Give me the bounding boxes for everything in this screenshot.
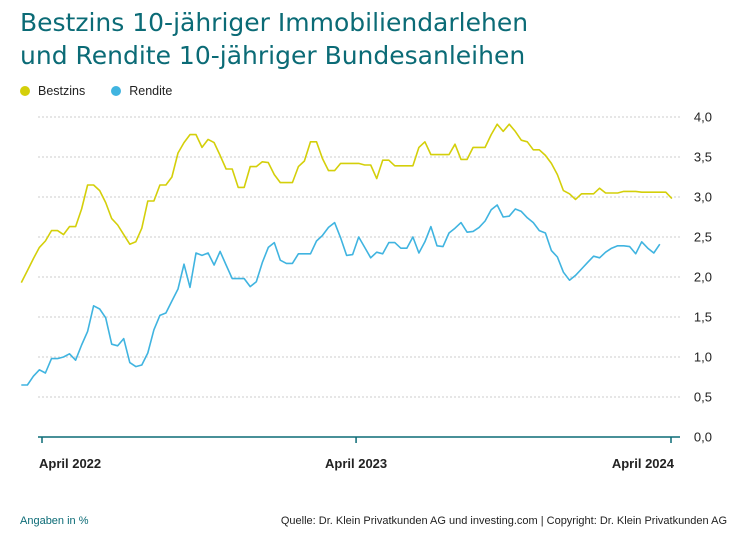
y-tick-label: 1,5 <box>694 310 712 325</box>
x-tick-label: April 2022 <box>39 456 101 471</box>
legend-label-bestzins: Bestzins <box>38 84 86 98</box>
footnote: Angaben in % <box>20 515 89 527</box>
legend-label-rendite: Rendite <box>129 84 173 98</box>
y-tick-label: 0,5 <box>694 390 712 405</box>
legend-dot-rendite <box>111 86 122 96</box>
source-note: Quelle: Dr. Klein Privatkunden AG und in… <box>280 515 727 527</box>
legend-item-bestzins: Bestzins <box>20 84 85 98</box>
x-tick-label: April 2023 <box>325 456 387 471</box>
x-tick-label: April 2024 <box>612 456 675 471</box>
y-tick-label: 0,0 <box>694 430 712 445</box>
legend-dot-bestzins <box>20 86 30 96</box>
legend: Bestzins Rendite <box>20 84 198 98</box>
title-line-2: und Rendite 10-jähriger Bundesanleihen <box>20 41 526 70</box>
series-line-rendite <box>21 204 661 386</box>
y-tick-label: 3,5 <box>694 150 712 165</box>
series-line-bestzins <box>20 123 673 283</box>
y-tick-label: 4,0 <box>694 110 712 125</box>
title-line-1: Bestzins 10-jähriger Immobiliendarlehen <box>20 8 529 37</box>
y-tick-label: 1,0 <box>694 350 712 365</box>
legend-item-rendite: Rendite <box>111 84 172 98</box>
y-tick-label: 3,0 <box>694 190 712 205</box>
y-tick-label: 2,0 <box>694 270 712 285</box>
y-tick-label: 2,5 <box>694 230 712 245</box>
chart-title: Bestzins 10-jähriger Immobiliendarlehen … <box>20 6 720 72</box>
